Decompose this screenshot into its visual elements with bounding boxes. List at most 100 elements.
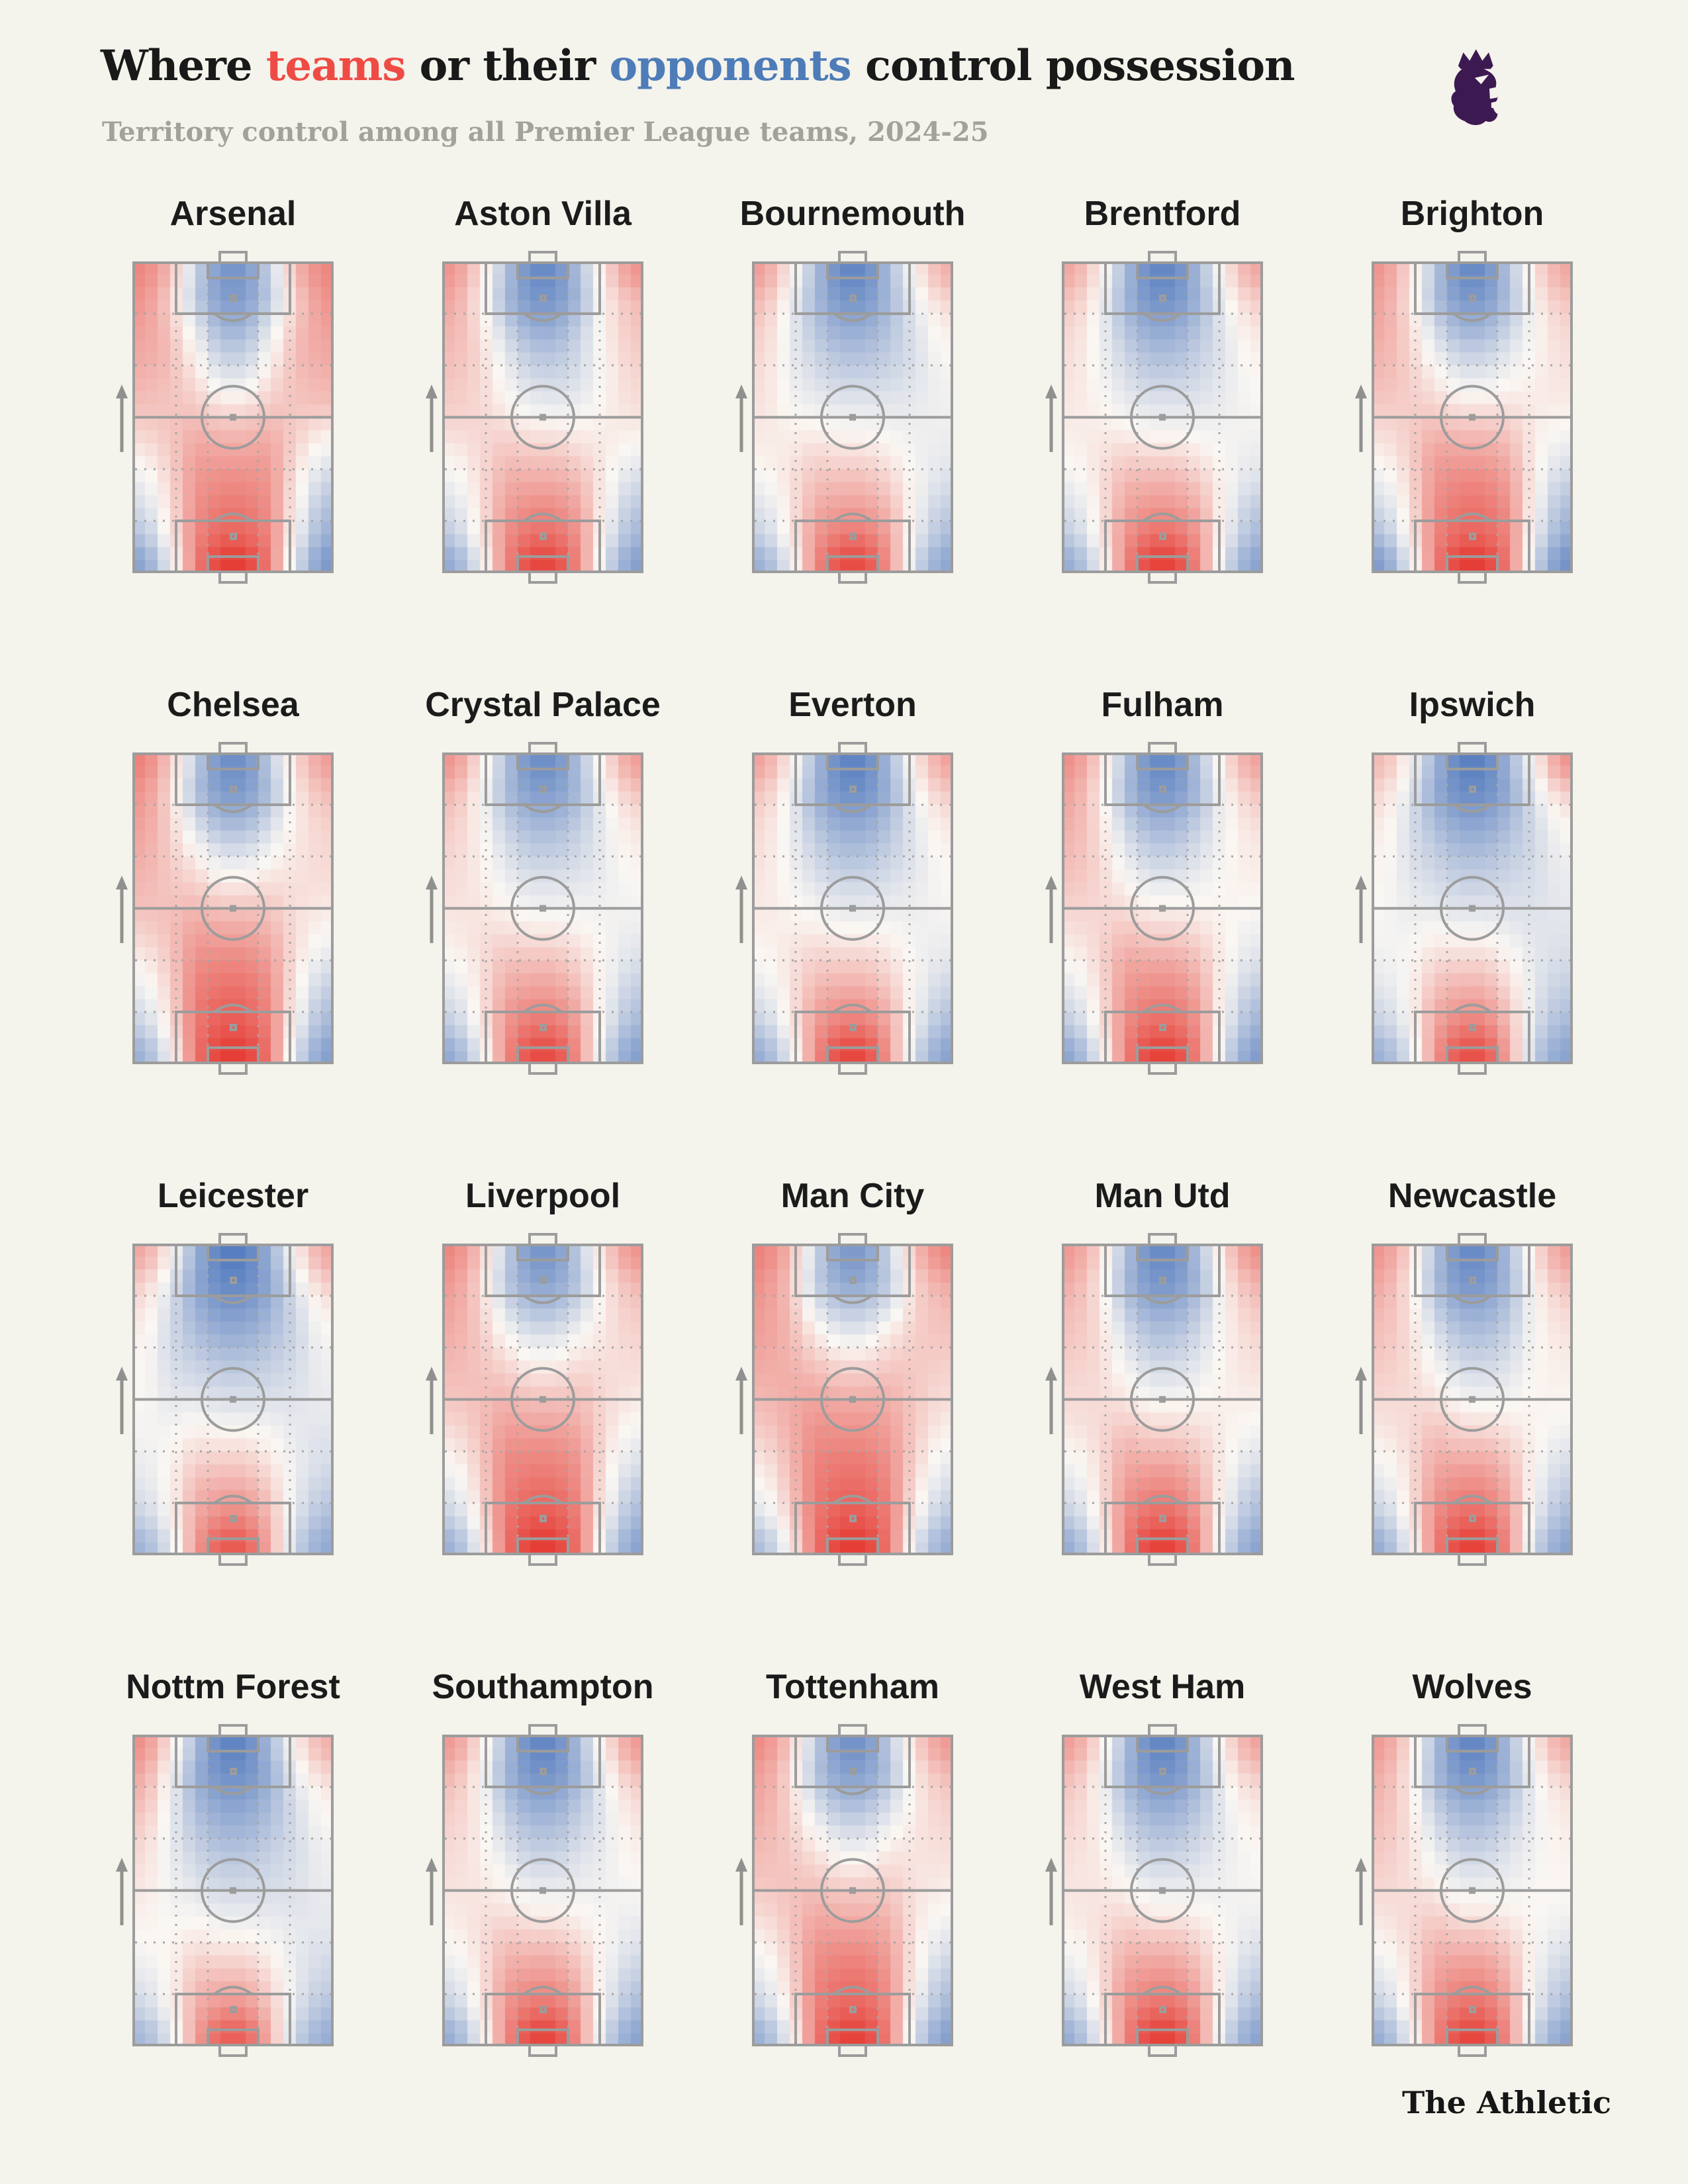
goal-bottom (838, 2044, 867, 2057)
goal-bottom (1148, 1553, 1177, 1566)
team-card: Man Utd (1045, 1177, 1263, 1566)
team-name-label: Brentford (1084, 195, 1241, 233)
goal-bottom (528, 1553, 557, 1566)
territory-heatmap (442, 261, 643, 573)
goal-bottom (838, 1062, 867, 1075)
attack-direction-arrow (426, 876, 438, 943)
team-card: Bournemouth (735, 195, 965, 584)
goal-bottom (1458, 1062, 1487, 1075)
team-card: Aston Villa (426, 195, 643, 584)
team-name-label: Newcastle (1387, 1177, 1557, 1215)
attack-direction-arrow (1045, 876, 1057, 943)
territory-heatmap (1372, 752, 1573, 1064)
territory-heatmap (752, 752, 953, 1064)
team-card: Brighton (1355, 195, 1573, 584)
attack-direction-arrow (426, 1858, 438, 1925)
team-name-label: Liverpool (465, 1177, 621, 1215)
attack-direction-arrow (1355, 1367, 1367, 1434)
goal-bottom (528, 2044, 557, 2057)
premier-league-lion-icon (1451, 49, 1501, 126)
team-card: Ipswich (1355, 686, 1573, 1075)
team-name-label: Chelsea (167, 686, 299, 724)
team-name-label: Nottm Forest (126, 1668, 340, 1706)
team-card: Fulham (1045, 686, 1263, 1075)
goal-bottom (838, 1553, 867, 1566)
title-teams-highlight: teams (265, 41, 406, 91)
team-card: Newcastle (1355, 1177, 1573, 1566)
team-name-label: Leicester (157, 1177, 309, 1215)
title-opponents-highlight: opponents (609, 41, 851, 91)
attack-direction-arrow (1355, 1858, 1367, 1925)
team-card: Brentford (1045, 195, 1263, 584)
team-name-label: Southampton (432, 1668, 654, 1706)
the-athletic-wordmark: The Athletic (1401, 2085, 1611, 2120)
territory-heatmap (752, 261, 953, 573)
team-card: Leicester (116, 1177, 334, 1566)
title-text: Where (101, 41, 266, 91)
team-card: Liverpool (426, 1177, 643, 1566)
attack-direction-arrow (426, 1367, 438, 1434)
territory-heatmap (132, 1244, 334, 1555)
attack-direction-arrow (735, 1858, 747, 1925)
page-title: Where teams or their opponents control p… (101, 41, 1295, 91)
team-name-label: Fulham (1101, 686, 1224, 724)
territory-heatmap (752, 1735, 953, 2046)
territory-heatmap (1062, 1735, 1263, 2046)
territory-heatmap (1372, 261, 1573, 573)
attack-direction-arrow (1045, 1367, 1057, 1434)
attack-direction-arrow (735, 876, 747, 943)
goal-bottom (218, 2044, 248, 2057)
territory-heatmap (1372, 1735, 1573, 2046)
territory-heatmap (442, 1735, 643, 2046)
team-card: Chelsea (116, 686, 334, 1075)
attack-direction-arrow (1355, 876, 1367, 943)
attack-direction-arrow (116, 1367, 128, 1434)
goal-bottom (528, 570, 557, 584)
goal-bottom (1148, 2044, 1177, 2057)
goal-bottom (528, 1062, 557, 1075)
team-name-label: Ipswich (1409, 686, 1536, 724)
goal-bottom (1458, 570, 1487, 584)
goal-bottom (838, 570, 867, 584)
team-card: Everton (735, 686, 953, 1075)
goal-bottom (218, 570, 248, 584)
team-name-label: Brighton (1400, 195, 1544, 233)
page-subtitle: Territory control among all Premier Leag… (102, 116, 989, 148)
attack-direction-arrow (426, 385, 438, 452)
territory-heatmap (752, 1244, 953, 1555)
territory-heatmap (1372, 1244, 1573, 1555)
team-name-label: Bournemouth (739, 195, 966, 233)
team-card: Nottm Forest (116, 1668, 340, 2057)
attack-direction-arrow (116, 876, 128, 943)
territory-heatmap (1062, 752, 1263, 1064)
attack-direction-arrow (1045, 1858, 1057, 1925)
team-name-label: Tottenham (766, 1668, 939, 1706)
territory-heatmap (442, 1244, 643, 1555)
territory-heatmap (1062, 1244, 1263, 1555)
attack-direction-arrow (1355, 385, 1367, 452)
attack-direction-arrow (1045, 385, 1057, 452)
team-name-label: Crystal Palace (425, 686, 661, 724)
attack-direction-arrow (735, 385, 747, 452)
goal-bottom (218, 1553, 248, 1566)
team-name-label: Arsenal (169, 195, 297, 233)
title-text: control possession (851, 41, 1295, 91)
territory-heatmap (132, 1735, 334, 2046)
team-name-label: Wolves (1412, 1668, 1532, 1706)
goal-bottom (1148, 1062, 1177, 1075)
goal-bottom (1458, 2044, 1487, 2057)
team-name-label: West Ham (1079, 1668, 1246, 1706)
territory-heatmap (442, 752, 643, 1064)
team-card: Tottenham (735, 1668, 953, 2057)
territory-heatmap (1062, 261, 1263, 573)
goal-bottom (1458, 1553, 1487, 1566)
goal-bottom (1148, 570, 1177, 584)
goal-bottom (218, 1062, 248, 1075)
team-name-label: Everton (788, 686, 917, 724)
team-name-label: Aston Villa (454, 195, 632, 233)
team-card: Southampton (426, 1668, 654, 2057)
title-text: or their (405, 41, 610, 91)
team-card: Crystal Palace (425, 686, 661, 1075)
